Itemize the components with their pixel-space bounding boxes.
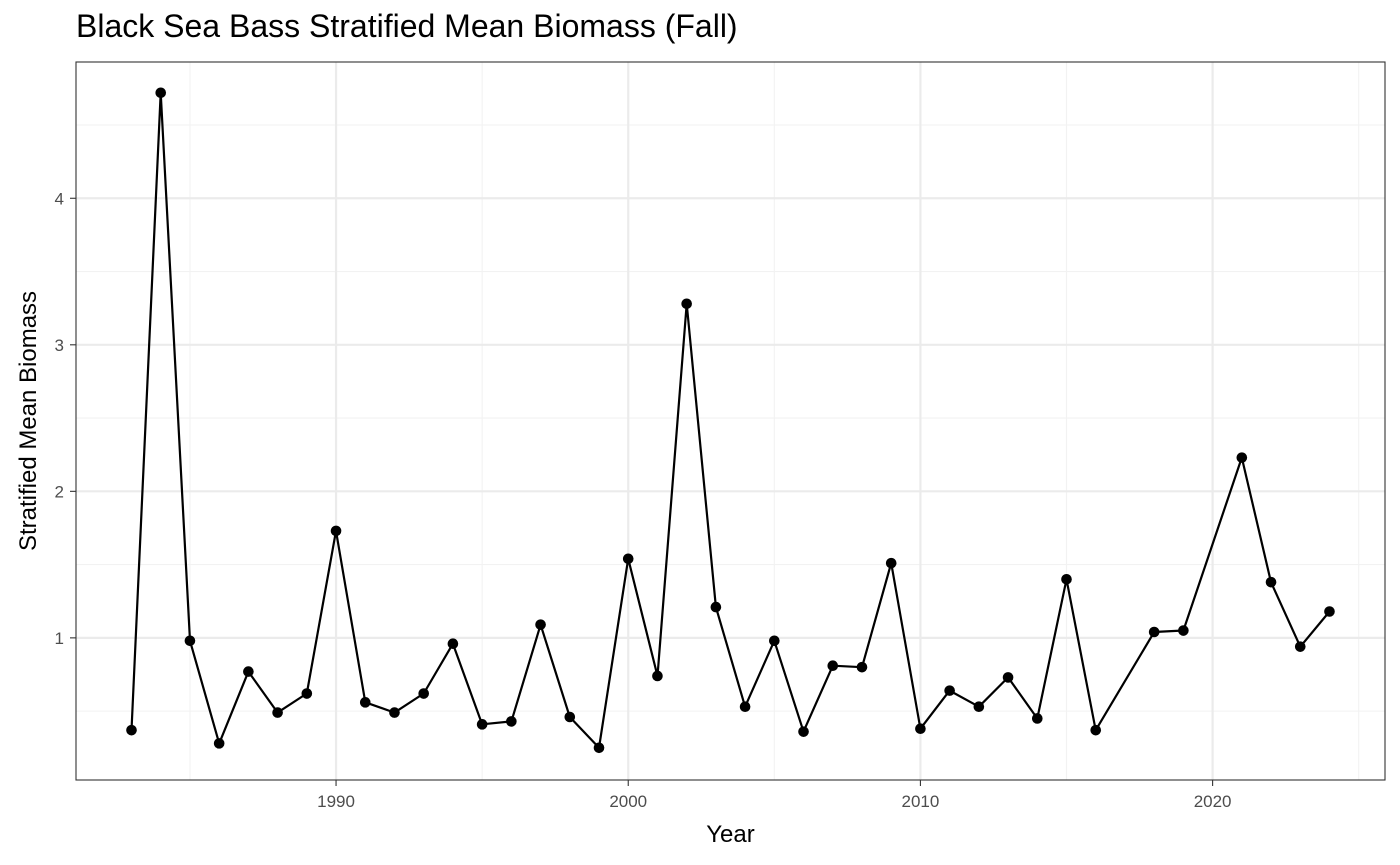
data-point (184, 635, 196, 647)
data-point (1148, 626, 1160, 638)
y-tick-label: 3 (55, 336, 64, 355)
data-point (973, 701, 985, 713)
series-line (130, 91, 1331, 749)
y-axis-ticks: 1 2 3 4 (55, 189, 76, 648)
chart-title: Black Sea Bass Stratified Mean Biomass (… (76, 8, 738, 44)
minor-gridlines (76, 62, 1385, 780)
data-point (418, 688, 430, 699)
y-tick-label: 1 (55, 629, 64, 648)
data-point (944, 685, 955, 696)
x-axis-title: Year (706, 821, 755, 848)
major-gridlines (76, 62, 1385, 780)
panel-border (75, 61, 1386, 781)
data-point (798, 726, 809, 737)
data-point (389, 707, 400, 718)
data-point (1178, 625, 1189, 636)
x-tick-label: 1990 (317, 792, 355, 811)
data-point (710, 601, 722, 613)
data-point (476, 719, 488, 730)
data-point (535, 619, 546, 630)
data-point (1002, 672, 1014, 683)
data-point (827, 660, 839, 672)
data-point (1061, 573, 1072, 585)
data-point (1090, 724, 1102, 736)
data-point (126, 724, 137, 736)
data-point (593, 742, 605, 754)
data-point (213, 738, 225, 749)
data-point (359, 697, 371, 708)
data-point (1324, 606, 1335, 617)
data-point (885, 557, 897, 569)
x-tick-label: 2020 (1194, 792, 1232, 811)
data-point (243, 666, 254, 677)
x-tick-label: 2000 (609, 792, 647, 811)
y-tick-label: 4 (55, 189, 64, 208)
data-point (564, 711, 576, 723)
series-layer (126, 87, 1335, 754)
data-point (301, 688, 313, 699)
x-tick-label: 2010 (902, 792, 940, 811)
data-point (447, 638, 459, 650)
data-point (1294, 641, 1306, 652)
data-point (622, 553, 634, 565)
data-point (915, 723, 926, 735)
data-point (1031, 713, 1043, 724)
data-point (1236, 452, 1248, 463)
data-point (681, 298, 692, 310)
data-point (272, 707, 283, 718)
data-point (739, 701, 751, 713)
data-point (856, 661, 868, 673)
data-point (1265, 576, 1277, 588)
data-point (506, 716, 517, 727)
x-axis-ticks: 1990 2000 2010 2020 (317, 780, 1232, 811)
y-axis-title: Stratified Mean Biomass (15, 291, 42, 551)
data-point (652, 670, 663, 682)
data-point (155, 87, 167, 99)
data-point (330, 525, 342, 537)
data-point (769, 635, 780, 647)
y-tick-label: 2 (55, 482, 64, 501)
